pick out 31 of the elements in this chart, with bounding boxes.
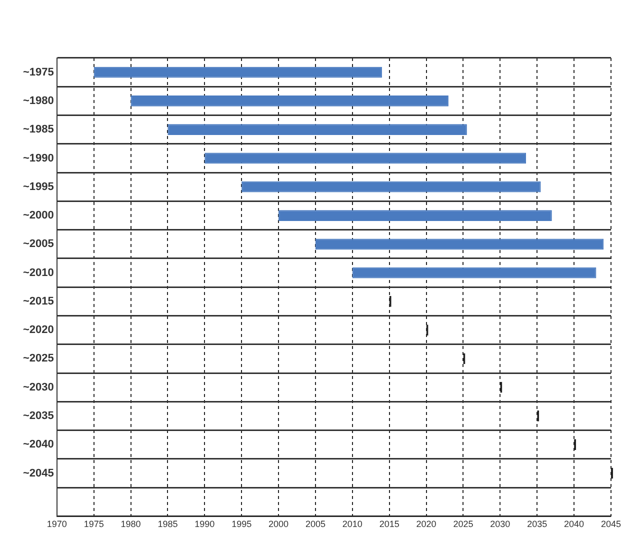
- y-tick-label: ~2040: [22, 438, 54, 451]
- x-tick-label: 1970: [46, 519, 67, 530]
- x-tick-label: 1980: [120, 519, 141, 530]
- y-tick-label: ~1975: [22, 66, 54, 78]
- y-tick-label: ~2020: [22, 324, 54, 336]
- x-tick-label: 1995: [232, 519, 252, 530]
- y-tick-label: ~1995: [22, 180, 54, 193]
- x-tick-label: 1985: [158, 519, 178, 530]
- x-tick-label: 2005: [305, 519, 326, 530]
- x-tick-label: 2030: [490, 519, 510, 530]
- x-tick-label: 2045: [600, 519, 622, 530]
- x-tick-label: 2035: [527, 519, 548, 530]
- y-tick-label: ~2010: [22, 266, 54, 279]
- y-tick-label: ~2015: [22, 295, 54, 308]
- y-tick-label: ~1980: [22, 94, 54, 107]
- x-tick-label: 1975: [84, 519, 104, 530]
- x-tick-label: 2015: [379, 519, 400, 530]
- y-tick-label: ~2035: [22, 410, 54, 422]
- y-tick-label: ~2045: [22, 467, 54, 480]
- x-tick-label: 1990: [194, 519, 215, 530]
- x-tick-label: 2020: [416, 519, 436, 530]
- y-tick-label: ~2030: [22, 381, 54, 394]
- y-tick-label: ~2005: [22, 238, 54, 250]
- x-tick-label: 2040: [564, 519, 584, 530]
- x-tick-label: 2000: [268, 519, 289, 530]
- x-tick-label: 2010: [342, 519, 362, 530]
- y-tick-label: ~1985: [22, 124, 54, 136]
- y-tick-label: ~2025: [22, 352, 54, 365]
- y-tick-label: ~2000: [22, 210, 54, 222]
- x-tick-label: 2025: [453, 519, 474, 530]
- y-tick-label: ~1990: [22, 152, 54, 164]
